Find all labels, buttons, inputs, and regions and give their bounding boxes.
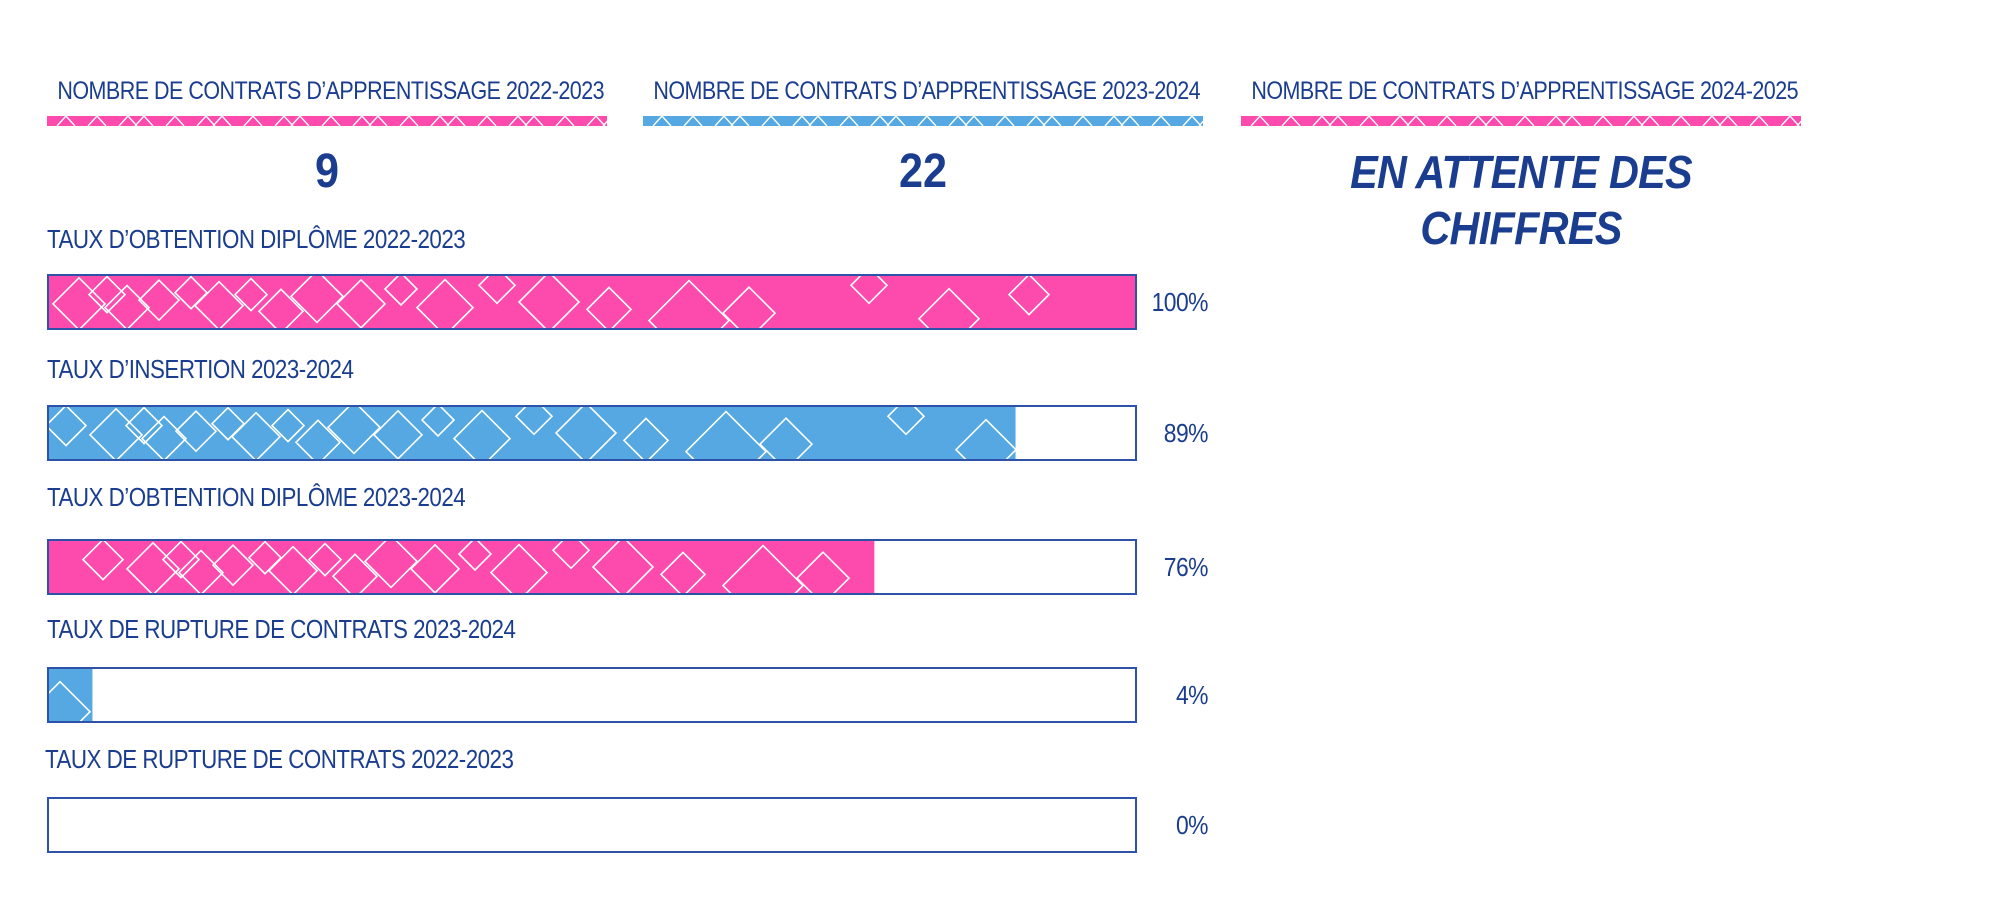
bar-track bbox=[47, 667, 1137, 723]
contract-underline bbox=[643, 116, 1203, 126]
bar-category-label: TAUX DE RUPTURE DE CONTRATS 2023-2024 bbox=[47, 614, 516, 644]
bar-category-label: TAUX DE RUPTURE DE CONTRATS 2022-2023 bbox=[45, 744, 514, 774]
contract-count-value: 9 bbox=[314, 145, 340, 198]
bar-fill bbox=[49, 276, 1135, 328]
bar-track bbox=[47, 405, 1137, 461]
bar-track bbox=[47, 797, 1137, 853]
contract-count-pending-value: EN ATTENTE DES CHIFFRES bbox=[1350, 146, 1693, 254]
contract-count-label: NOMBRE DE CONTRATS D’APPRENTISSAGE 2022-… bbox=[57, 77, 605, 105]
contract-underline bbox=[47, 116, 607, 126]
contract-count-2024-2025: NOMBRE DE CONTRATS D’APPRENTISSAGE 2024-… bbox=[1241, 76, 1801, 254]
bar-track bbox=[47, 274, 1137, 330]
bar-value-label: 100% bbox=[1151, 287, 1209, 317]
contract-underline bbox=[1241, 116, 1801, 126]
contract-count-label: NOMBRE DE CONTRATS D’APPRENTISSAGE 2023-… bbox=[653, 77, 1201, 105]
bar-value-label: 89% bbox=[1163, 418, 1209, 448]
contract-count-value: 22 bbox=[898, 145, 948, 198]
contract-count-2022-2023: NOMBRE DE CONTRATS D’APPRENTISSAGE 2022-… bbox=[47, 76, 607, 198]
bar-value-label: 0% bbox=[1175, 810, 1209, 840]
bar-category-label: TAUX D’OBTENTION DIPLÔME 2022-2023 bbox=[47, 224, 466, 254]
contract-count-2023-2024: NOMBRE DE CONTRATS D’APPRENTISSAGE 2023-… bbox=[643, 76, 1203, 198]
bar-fill bbox=[49, 669, 93, 721]
bar-category-label: TAUX D’INSERTION 2023-2024 bbox=[47, 354, 354, 384]
contract-count-label: NOMBRE DE CONTRATS D’APPRENTISSAGE 2024-… bbox=[1251, 77, 1799, 105]
bar-track bbox=[47, 539, 1137, 595]
bar-category-label: TAUX D’OBTENTION DIPLÔME 2023-2024 bbox=[47, 482, 466, 512]
bar-value-label: 76% bbox=[1163, 552, 1209, 582]
bar-fill bbox=[49, 541, 875, 593]
bar-value-label: 4% bbox=[1175, 680, 1209, 710]
